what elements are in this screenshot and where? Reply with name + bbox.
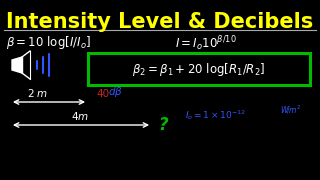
Text: $I_o = 1\times 10^{-12}$: $I_o = 1\times 10^{-12}$ xyxy=(185,108,246,122)
Text: $\beta = 10\ \mathrm{log}\left[I/I_o\right]$: $\beta = 10\ \mathrm{log}\left[I/I_o\rig… xyxy=(6,34,91,51)
Text: $\beta_2 = \beta_1 + 20\ \mathrm{log}\left[R_1/R_2\right]$: $\beta_2 = \beta_1 + 20\ \mathrm{log}\le… xyxy=(132,60,266,78)
Text: ?: ? xyxy=(158,116,168,134)
Bar xyxy=(88,53,310,85)
Text: Intensity Level & Decibels: Intensity Level & Decibels xyxy=(6,12,314,32)
Text: $4m$: $4m$ xyxy=(71,110,89,122)
Text: 40: 40 xyxy=(96,89,109,99)
Text: $W\!/m^2$: $W\!/m^2$ xyxy=(280,104,301,116)
Polygon shape xyxy=(12,57,22,73)
Text: $2\ m$: $2\ m$ xyxy=(27,87,49,99)
Text: $I = I_o 10^{\beta/10}$: $I = I_o 10^{\beta/10}$ xyxy=(175,34,237,53)
Text: $d\beta$: $d\beta$ xyxy=(108,85,123,99)
